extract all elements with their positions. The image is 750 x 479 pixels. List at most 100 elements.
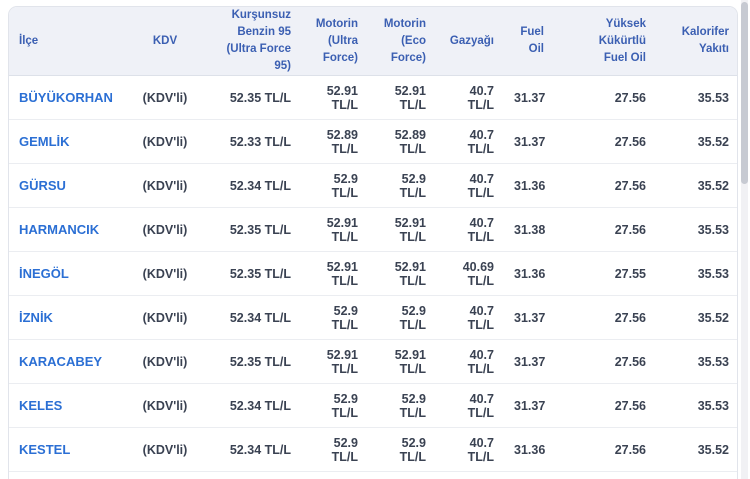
table-row: GÜRSU (KDV'li) 52.34 TL/L 52.9 TL/L 52.9 TL/… (9, 163, 737, 208)
price-cell: 35.52 (656, 119, 737, 164)
vertical-scrollbar-track[interactable] (741, 0, 748, 479)
price-cell: 27.56 (554, 75, 656, 120)
price-cell: 52.9 TL/L (301, 383, 368, 428)
price-cell: 52.9 TL/L (368, 163, 436, 208)
price-cell: 52.91 TL/L (368, 339, 436, 384)
col-header-gazyagi: Gazyağı (436, 7, 504, 76)
price-cell: 35.52 (656, 295, 737, 340)
price-cell: 31.36 (504, 427, 554, 472)
price-cell: 52.35 TL/L (201, 207, 301, 252)
table-header-row: İlçe KDV Kurşunsuz Benzin 95 (Ultra Forc… (9, 7, 737, 76)
price-cell: 35.53 (656, 339, 737, 384)
district-name-link[interactable]: KESTEL (9, 427, 129, 472)
price-cell: 40.7 TL/L (436, 427, 504, 472)
table-body: BÜYÜKORHAN (KDV'li) 52.35 TL/L 52.91 TL/L 52… (9, 75, 737, 472)
price-cell: 52.91 TL/L (301, 75, 368, 120)
district-name-link[interactable]: KELES (9, 383, 129, 428)
district-name-link[interactable]: HARMANCIK (9, 207, 129, 252)
table-row: GEMLİK (KDV'li) 52.33 TL/L 52.89 TL/L 52.89 … (9, 119, 737, 164)
price-cell: 40.7 TL/L (436, 295, 504, 340)
price-cell: 27.56 (554, 427, 656, 472)
district-name-link[interactable]: GEMLİK (9, 119, 129, 164)
price-cell: 52.91 TL/L (368, 251, 436, 296)
price-cell: 31.36 (504, 251, 554, 296)
price-cell: 52.33 TL/L (201, 119, 301, 164)
table-row: İZNİK (KDV'li) 52.34 TL/L 52.9 TL/L 52.9 TL/… (9, 295, 737, 340)
kdv-cell: (KDV'li) (129, 295, 201, 340)
price-cell: 35.53 (656, 207, 737, 252)
price-cell: 52.34 TL/L (201, 427, 301, 472)
price-cell: 52.9 TL/L (368, 295, 436, 340)
price-cell: 35.52 (656, 163, 737, 208)
col-header-yuksek-kukurtlu: Yüksek Kükürtlü Fuel Oil (554, 7, 656, 76)
col-header-fuel-oil: Fuel Oil (504, 7, 554, 76)
price-cell: 31.37 (504, 75, 554, 120)
price-cell: 31.36 (504, 163, 554, 208)
price-cell: 52.89 TL/L (368, 119, 436, 164)
price-cell: 27.56 (554, 163, 656, 208)
fuel-price-table: İlçe KDV Kurşunsuz Benzin 95 (Ultra Forc… (9, 7, 737, 472)
price-cell: 52.89 TL/L (301, 119, 368, 164)
price-cell: 52.34 TL/L (201, 383, 301, 428)
col-header-kursunsuz-benzin-95: Kurşunsuz Benzin 95 (Ultra Force 95) (201, 7, 301, 76)
price-cell: 40.69 TL/L (436, 251, 504, 296)
price-cell: 35.53 (656, 251, 737, 296)
price-cell: 27.56 (554, 119, 656, 164)
col-header-motorin-eco-force: Motorin (Eco Force) (368, 7, 436, 76)
price-cell: 31.37 (504, 383, 554, 428)
price-cell: 27.56 (554, 295, 656, 340)
price-cell: 52.91 TL/L (368, 75, 436, 120)
price-cell: 40.7 TL/L (436, 163, 504, 208)
kdv-cell: (KDV'li) (129, 163, 201, 208)
price-cell: 35.53 (656, 383, 737, 428)
table-row: HARMANCIK (KDV'li) 52.35 TL/L 52.91 TL/L 52.… (9, 207, 737, 252)
price-cell: 40.7 TL/L (436, 75, 504, 120)
col-header-kalorifer-yakiti: Kalorifer Yakıtı (656, 7, 737, 76)
district-name-link[interactable]: GÜRSU (9, 163, 129, 208)
table-row: KARACABEY (KDV'li) 52.35 TL/L 52.91 TL/L 52.… (9, 339, 737, 384)
district-name-link[interactable]: KARACABEY (9, 339, 129, 384)
price-cell: 35.52 (656, 427, 737, 472)
price-cell: 27.56 (554, 207, 656, 252)
price-cell: 35.53 (656, 75, 737, 120)
price-cell: 31.37 (504, 295, 554, 340)
price-cell: 52.91 TL/L (368, 207, 436, 252)
price-cell: 27.56 (554, 339, 656, 384)
col-header-kdv: KDV (129, 7, 201, 76)
price-cell: 52.35 TL/L (201, 339, 301, 384)
table-header: İlçe KDV Kurşunsuz Benzin 95 (Ultra Forc… (9, 7, 737, 76)
kdv-cell: (KDV'li) (129, 427, 201, 472)
col-header-ilce: İlçe (9, 7, 129, 76)
table-row: KESTEL (KDV'li) 52.34 TL/L 52.9 TL/L 52.9 TL… (9, 427, 737, 472)
price-cell: 27.56 (554, 383, 656, 428)
price-cell: 52.91 TL/L (301, 251, 368, 296)
table-row: İNEGÖL (KDV'li) 52.35 TL/L 52.91 TL/L 52.91 … (9, 251, 737, 296)
kdv-cell: (KDV'li) (129, 339, 201, 384)
district-name-link[interactable]: İNEGÖL (9, 251, 129, 296)
kdv-cell: (KDV'li) (129, 75, 201, 120)
price-cell: 40.7 TL/L (436, 207, 504, 252)
price-cell: 52.91 TL/L (301, 339, 368, 384)
table-row: KELES (KDV'li) 52.34 TL/L 52.9 TL/L 52.9 TL/… (9, 383, 737, 428)
price-cell: 31.37 (504, 339, 554, 384)
price-cell: 27.55 (554, 251, 656, 296)
price-cell: 52.9 TL/L (368, 383, 436, 428)
price-cell: 40.7 TL/L (436, 339, 504, 384)
fuel-price-table-card: İlçe KDV Kurşunsuz Benzin 95 (Ultra Forc… (8, 6, 738, 479)
kdv-cell: (KDV'li) (129, 207, 201, 252)
district-name-link[interactable]: İZNİK (9, 295, 129, 340)
vertical-scrollbar-thumb[interactable] (741, 2, 748, 184)
district-name-link[interactable]: BÜYÜKORHAN (9, 75, 129, 120)
price-cell: 52.9 TL/L (368, 427, 436, 472)
price-cell: 52.34 TL/L (201, 163, 301, 208)
kdv-cell: (KDV'li) (129, 119, 201, 164)
price-cell: 40.7 TL/L (436, 383, 504, 428)
price-cell: 40.7 TL/L (436, 119, 504, 164)
price-cell: 52.9 TL/L (301, 427, 368, 472)
price-cell: 52.91 TL/L (301, 207, 368, 252)
table-row: BÜYÜKORHAN (KDV'li) 52.35 TL/L 52.91 TL/L 52… (9, 75, 737, 120)
price-cell: 52.9 TL/L (301, 295, 368, 340)
kdv-cell: (KDV'li) (129, 251, 201, 296)
price-cell: 31.38 (504, 207, 554, 252)
col-header-motorin-ultra-force: Motorin (Ultra Force) (301, 7, 368, 76)
